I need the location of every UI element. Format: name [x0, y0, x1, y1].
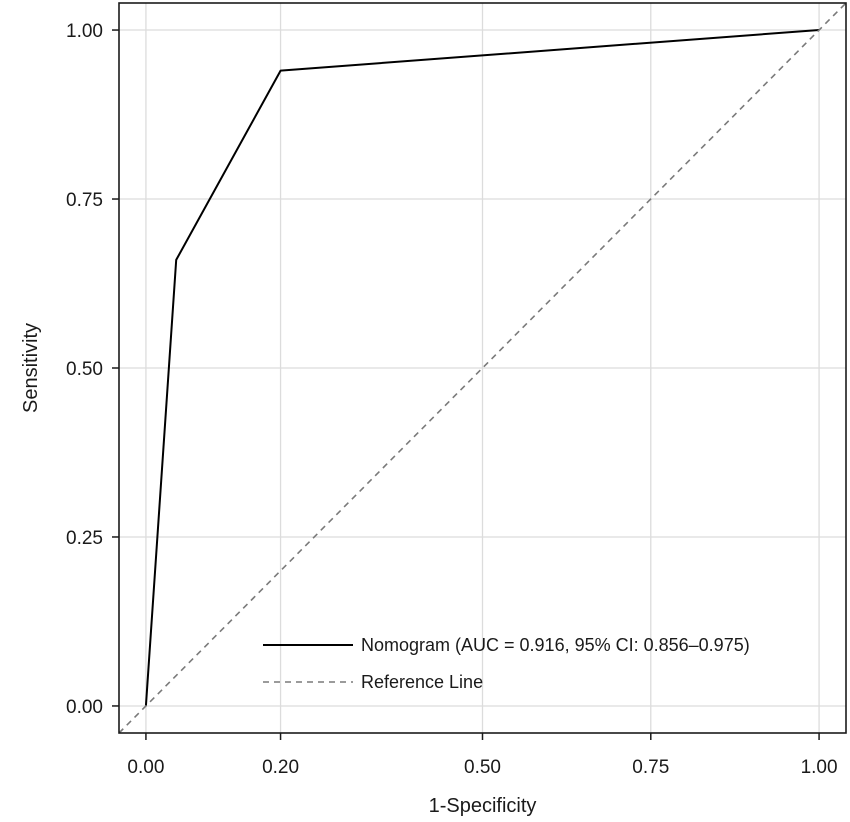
y-tick-label: 0.25: [66, 528, 103, 549]
legend-label-reference-line: Reference Line: [361, 672, 483, 692]
x-axis-title: 1-Specificity: [429, 795, 537, 817]
series-layer: [118, 2, 847, 734]
axes-layer: 0.00 0.20 0.50 0.75 1.00 0.00 0.25 0.50 0.75 1.00: [66, 2, 847, 778]
y-tick-label: 0.00: [66, 697, 103, 718]
grid-layer: [119, 3, 846, 733]
x-tick-label: 1.00: [801, 757, 838, 778]
legend-label-nomogram: Nomogram (AUC = 0.916, 95% CI: 0.856–0.9…: [361, 635, 750, 655]
y-tick-label: 1.00: [66, 21, 103, 42]
x-tick-label: 0.00: [127, 757, 164, 778]
reference-line: [118, 2, 847, 734]
y-tick-label: 0.75: [66, 190, 103, 211]
x-tick-label: 0.75: [632, 757, 669, 778]
x-tick-label: 0.50: [464, 757, 501, 778]
y-axis-title: Sensitivity: [20, 323, 42, 413]
legend: Nomogram (AUC = 0.916, 95% CI: 0.856–0.9…: [263, 635, 750, 692]
x-tick-label: 0.20: [262, 757, 299, 778]
nomogram-roc-line: [144, 29, 820, 707]
y-tick-label: 0.50: [66, 359, 103, 380]
